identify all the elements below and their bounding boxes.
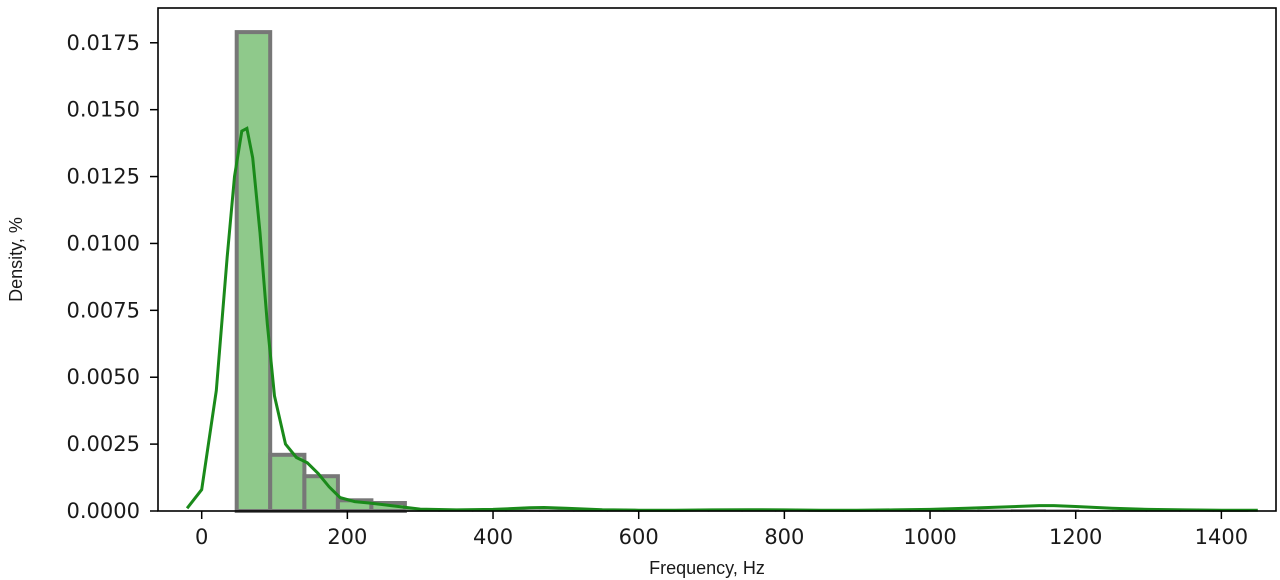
y-axis-label: Density, % [6,217,26,302]
y-tick-label: 0.0025 [67,432,140,456]
y-tick-label: 0.0175 [67,31,140,55]
histogram-bar [302,474,340,514]
y-tick-label: 0.0125 [67,165,140,189]
histogram-bar [234,30,273,513]
histogram-bars [234,30,1249,514]
x-axis-label: Frequency, Hz [649,558,765,578]
histogram-bar [268,452,307,513]
x-tick-label: 1400 [1195,525,1248,549]
x-tick-label: 600 [619,525,659,549]
y-tick-label: 0.0050 [67,365,140,389]
x-tick-label: 200 [327,525,367,549]
y-tick-label: 0.0000 [67,499,140,523]
kde-density-curve [185,126,1258,512]
x-tick-label: 1200 [1049,525,1102,549]
x-tick-label: 0 [195,525,208,549]
x-tick-label: 400 [473,525,513,549]
plot-area-frame [157,7,1277,512]
y-tick-label: 0.0150 [67,98,140,122]
x-tick-label: 1000 [903,525,956,549]
y-tick-label: 0.0100 [67,231,140,255]
y-axis: 0.0000 0.0025 0.0050 0.0075 0.0100 0.0125 0.01… [67,31,158,523]
x-tick-label: 800 [764,525,804,549]
x-axis: 0 200 400 600 800 1000 1200 1400 [195,511,1248,549]
y-tick-label: 0.0075 [67,298,140,322]
